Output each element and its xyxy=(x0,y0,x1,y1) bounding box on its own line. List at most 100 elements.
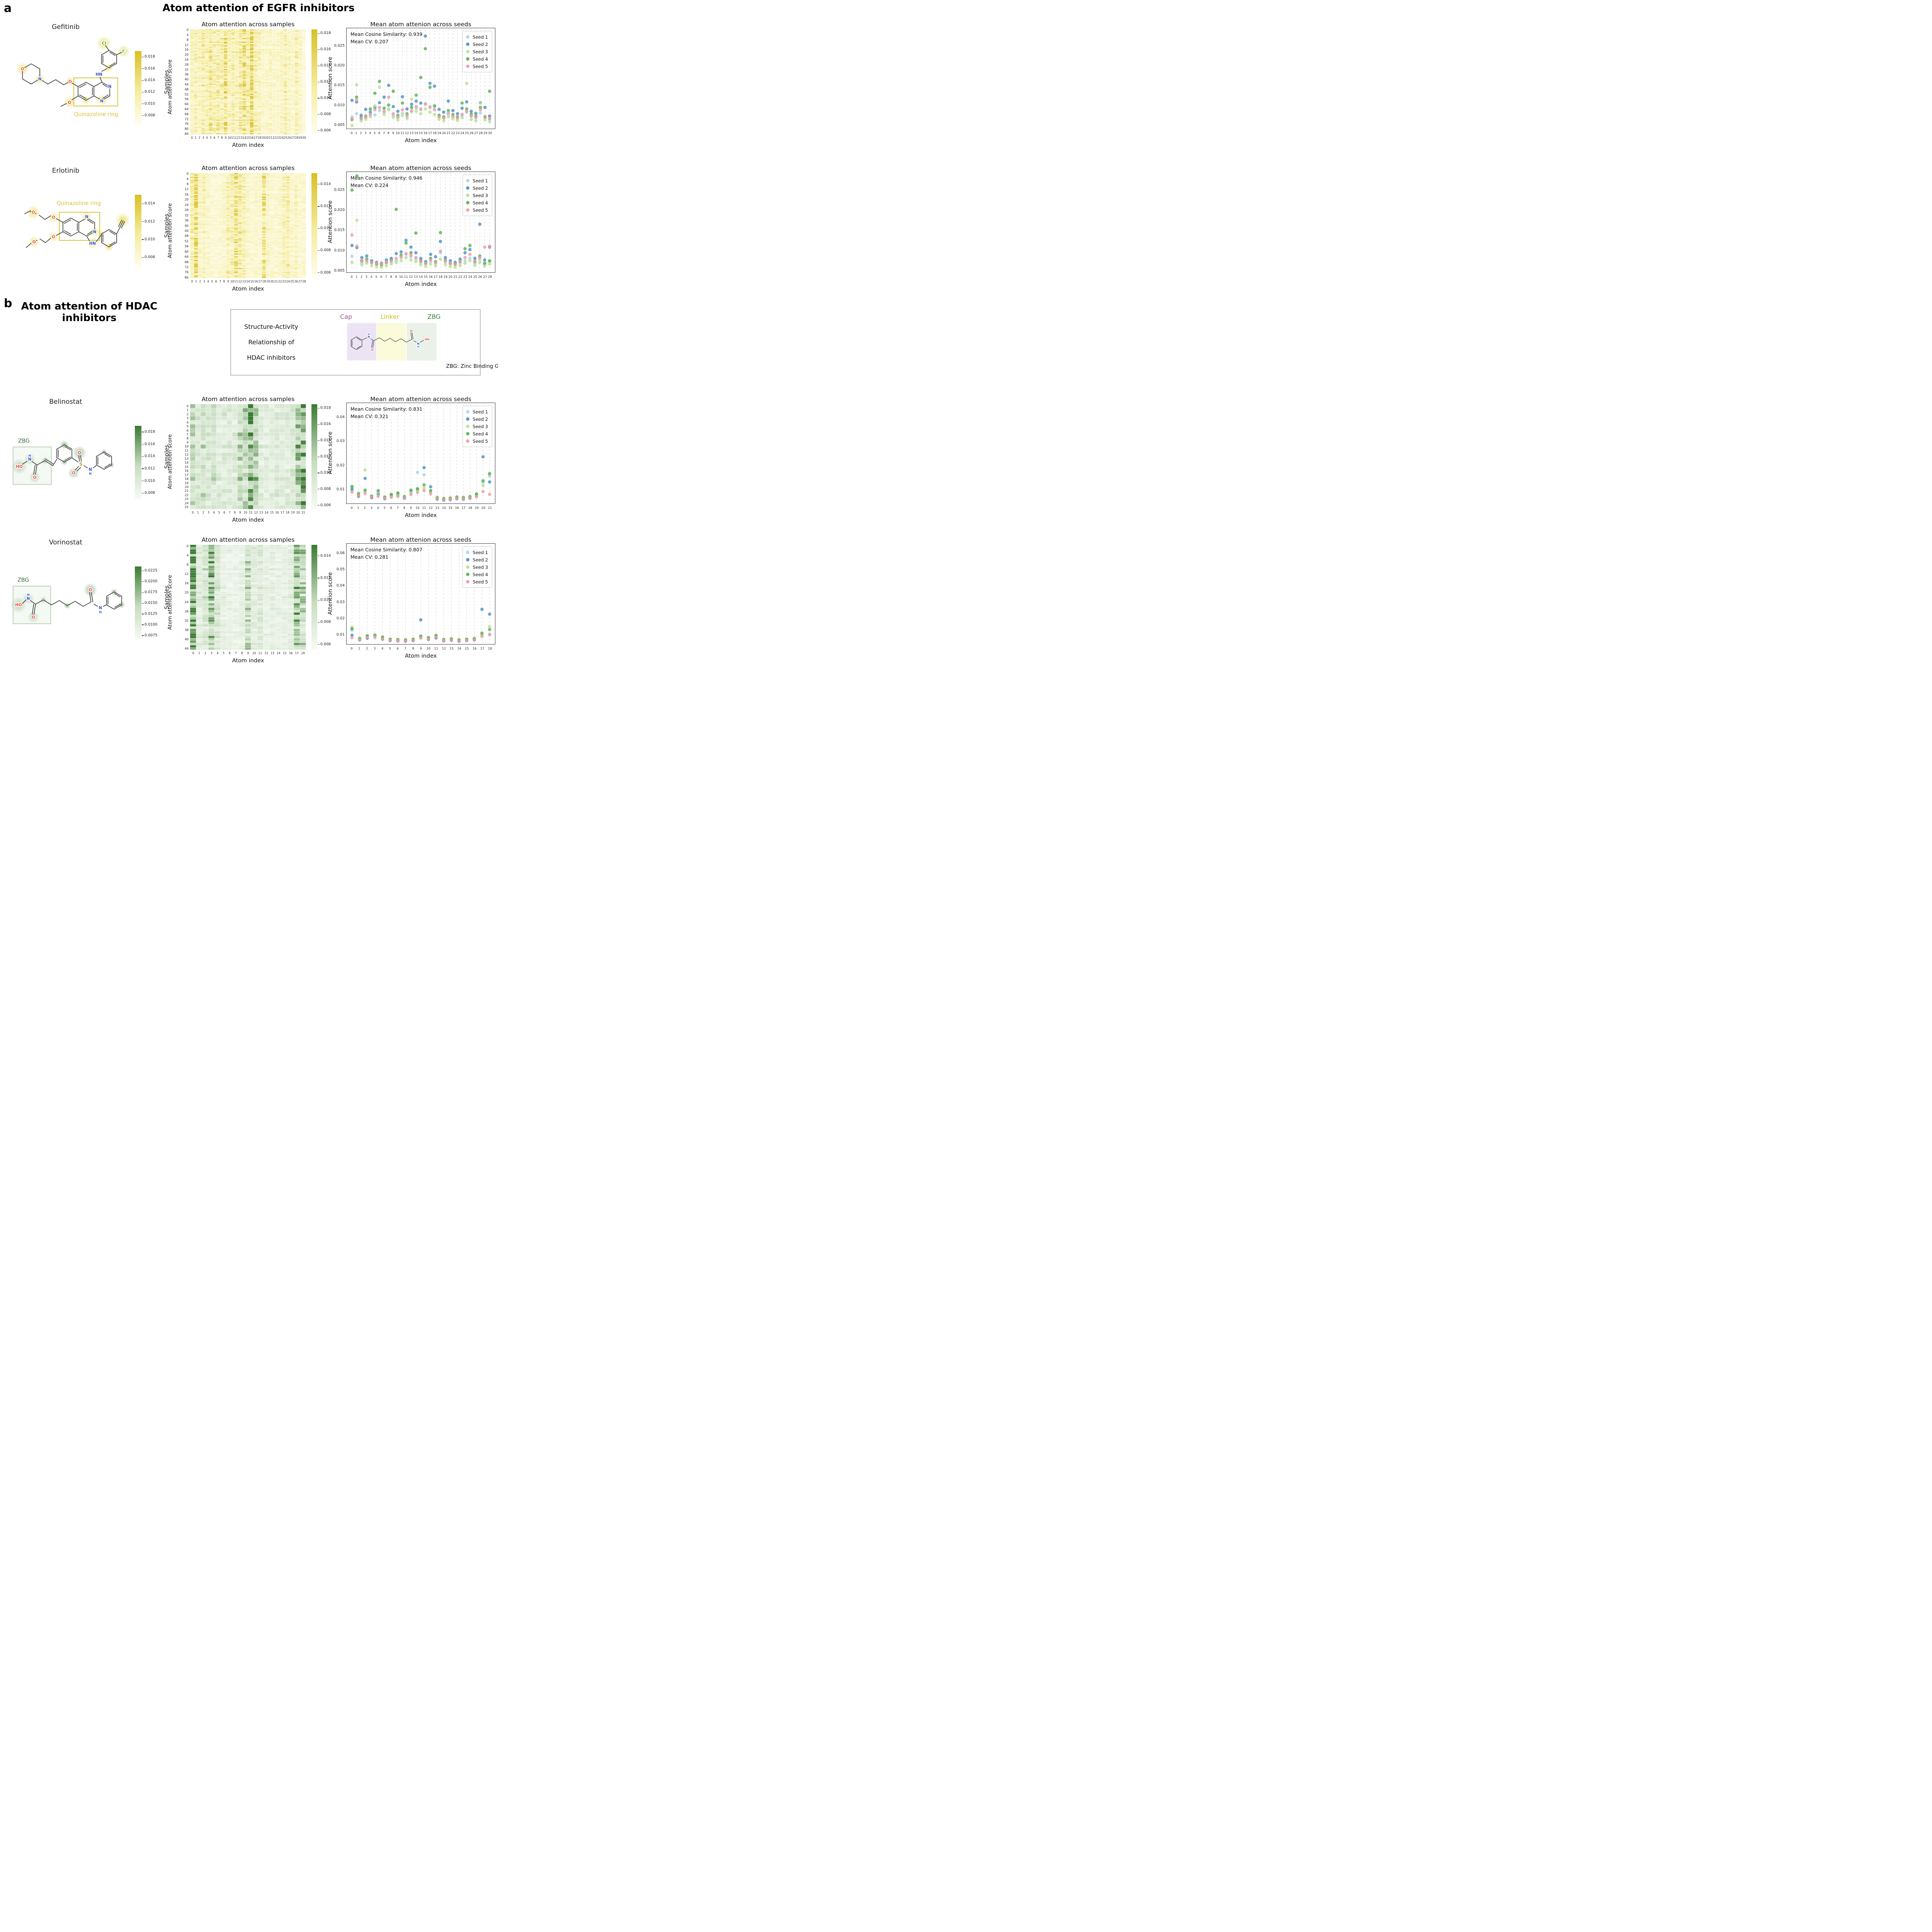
data-point-seed-5 xyxy=(458,260,462,264)
heatmap-xtick: 11 xyxy=(258,651,262,655)
atom-highlight-glow xyxy=(27,611,39,623)
data-point-seed-4 xyxy=(483,261,486,265)
data-point-seed-5 xyxy=(442,639,446,643)
scatter-xtick: 19 xyxy=(474,506,479,510)
data-point-seed-2 xyxy=(468,248,472,251)
atom-label: N xyxy=(38,77,42,82)
bond xyxy=(85,82,94,87)
data-point-seed-3 xyxy=(488,120,492,123)
data-point-seed-3 xyxy=(360,263,364,267)
bond xyxy=(31,63,40,70)
data-point-seed-5 xyxy=(444,259,447,263)
atom-label: H xyxy=(27,593,30,597)
scatter-ytick: 0.04 xyxy=(336,583,345,588)
data-point-seed-2 xyxy=(474,111,478,115)
attention-heatmap xyxy=(190,404,306,509)
attention-heatmap xyxy=(190,545,306,650)
heatmap-ytick: 72 xyxy=(184,265,189,269)
data-point-seed-4 xyxy=(481,479,485,483)
heatmap-ytick: 40 xyxy=(184,224,189,228)
scatter-xtick: 13 xyxy=(449,647,454,650)
data-point-seed-5 xyxy=(403,496,406,500)
bond xyxy=(56,444,65,450)
colorbar-tick-mark xyxy=(142,68,144,69)
colorbar-tick-label: 0.008 xyxy=(320,620,331,624)
data-point-seed-5 xyxy=(478,256,481,259)
bond xyxy=(59,600,68,606)
legend-item: Seed 3 xyxy=(466,48,488,55)
heatmap-ytick: 24 xyxy=(184,58,189,61)
heatmap-ytick: 0 xyxy=(186,28,189,32)
atom-highlight-glow xyxy=(10,597,27,613)
bond xyxy=(102,94,109,99)
colorbar-tick-label: 0.0075 xyxy=(145,633,158,638)
heatmap-xtick: 2 xyxy=(204,651,206,655)
heatmap-ytick: 20 xyxy=(184,53,189,57)
data-point-seed-5 xyxy=(373,108,377,112)
heatmap-ytick: 68 xyxy=(184,260,189,264)
legend-label: Seed 5 xyxy=(473,579,488,585)
heatmap-xtick: 16 xyxy=(254,280,258,283)
data-point-seed-4 xyxy=(355,174,359,178)
colorbar-tick-label: 0.016 xyxy=(145,442,155,446)
atom-highlight-glow xyxy=(72,446,87,460)
data-point-seed-2 xyxy=(350,488,354,492)
data-point-seed-5 xyxy=(363,492,367,495)
scatter-legend: Seed 1 Seed 2 Seed 3 Seed 4 Seed 5 xyxy=(463,31,492,72)
data-point-seed-4 xyxy=(369,107,372,111)
data-point-seed-2 xyxy=(465,100,468,104)
atom-label: N xyxy=(88,467,92,472)
legend-label: Seed 3 xyxy=(473,49,488,54)
data-point-seed-5 xyxy=(429,492,432,496)
colorbar-tick-label: 0.006 xyxy=(320,503,331,507)
scatter-stat-line: Mean Cosine Similarity: 0.807 xyxy=(350,547,423,553)
sar-text-line: Relationship of xyxy=(248,338,294,346)
data-point-seed-3 xyxy=(479,101,482,105)
heatmap-xtick: 12 xyxy=(254,511,258,514)
bond xyxy=(39,78,48,85)
colorbar-tick-mark xyxy=(318,644,320,645)
legend-label: Seed 5 xyxy=(473,207,488,213)
scatter-xtick: 12 xyxy=(442,647,446,650)
heatmap-xtick: 1 xyxy=(198,651,201,655)
colorbar-tick-label: 0.0125 xyxy=(145,611,158,616)
heatmap-xtick: 8 xyxy=(241,651,243,655)
scatter-xtick: 19 xyxy=(437,131,441,135)
heatmap-xtick: 12 xyxy=(238,280,242,283)
atom-label: O xyxy=(88,588,92,592)
legend-dot xyxy=(466,208,470,212)
atom-label: H xyxy=(89,472,92,476)
colorbar-tick-label: 0.008 xyxy=(320,112,331,116)
scatter-stat-line: Mean CV: 0.224 xyxy=(350,182,389,189)
heatmap-ytick: 18 xyxy=(184,477,189,481)
bond xyxy=(83,465,88,468)
heatmap-xtick: 5 xyxy=(223,651,225,655)
data-point-seed-2 xyxy=(429,485,432,488)
data-point-seed-4 xyxy=(373,91,377,95)
data-point-seed-2 xyxy=(483,258,486,262)
data-point-seed-5 xyxy=(405,114,409,117)
heatmap-xtick: 24 xyxy=(280,136,284,139)
heatmap-xtick: 16 xyxy=(275,511,279,514)
data-point-seed-4 xyxy=(355,95,359,99)
heatmap-xtick: 21 xyxy=(301,511,305,514)
heatmap-xtick: 15 xyxy=(270,511,274,514)
scatter-xtick: 12 xyxy=(429,506,433,510)
heatmap-xtick: 0 xyxy=(192,651,194,655)
heatmap-xtick: 6 xyxy=(229,651,231,655)
scatter-xtick: 3 xyxy=(364,131,367,135)
scatter-xtick: 17 xyxy=(480,647,485,650)
bond xyxy=(44,460,53,466)
bond xyxy=(101,95,110,101)
bond xyxy=(26,243,32,248)
colorbar-tick-mark xyxy=(142,624,144,625)
scatter-title: Mean atom attenion across seeds xyxy=(370,21,471,28)
heatmap-ytick: 48 xyxy=(184,87,189,91)
scatter-ytick: 0.01 xyxy=(336,633,345,637)
bond xyxy=(22,78,32,85)
data-point-seed-5 xyxy=(359,117,363,120)
data-point-seed-3 xyxy=(355,83,359,87)
colorbar-tick-label: 0.008 xyxy=(320,486,331,491)
colorbar-tick-label: 0.008 xyxy=(320,248,331,253)
data-point-seed-5 xyxy=(449,497,452,501)
